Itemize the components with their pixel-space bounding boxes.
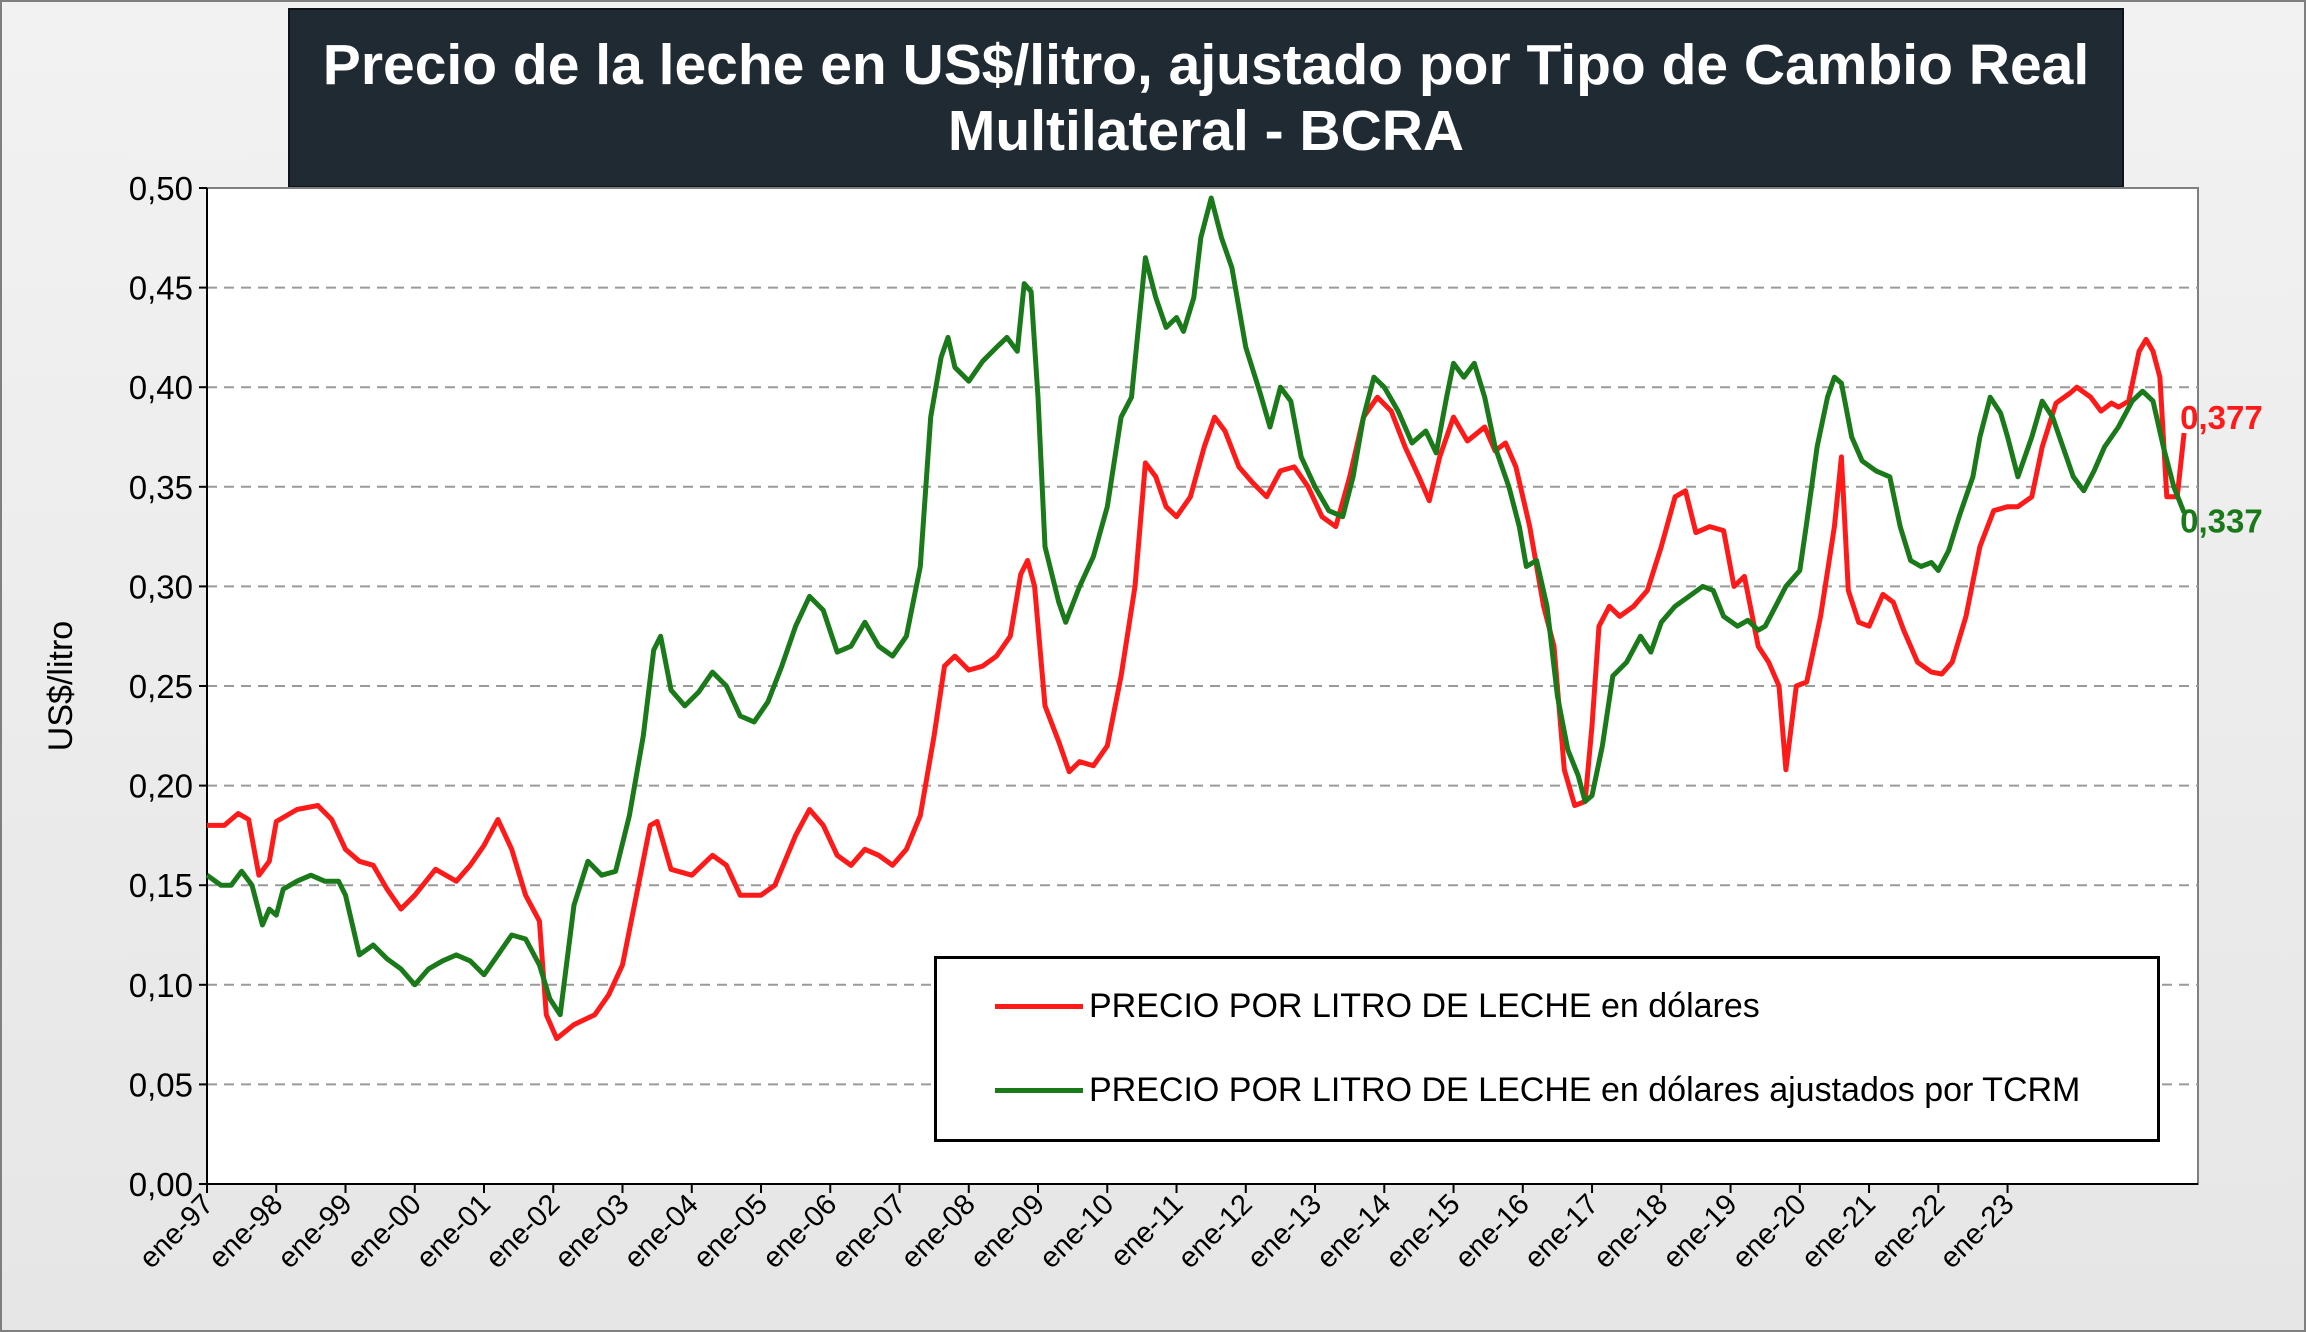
y-tick-label: 0,40	[129, 369, 193, 406]
x-tick-label: ene-22	[1865, 1188, 1951, 1274]
legend-swatch-ajustado	[995, 1088, 1083, 1093]
series-end-label-ajustado: 0,337	[2180, 503, 2263, 540]
x-tick-label: ene-17	[1519, 1188, 1605, 1274]
x-tick-label: ene-99	[272, 1188, 358, 1274]
y-tick-label: 0,05	[129, 1066, 193, 1103]
x-tick-label: ene-20	[1726, 1188, 1812, 1274]
series-line-ajustado	[205, 195, 2187, 1018]
legend-label-ajustado: PRECIO POR LITRO DE LECHE en dólares aju…	[1089, 1071, 2081, 1109]
x-tick-label: ene-03	[549, 1188, 635, 1274]
y-tick-label: 0,15	[129, 867, 193, 904]
legend-item-ajustado: PRECIO POR LITRO DE LECHE en dólares aju…	[995, 1071, 2080, 1110]
y-tick-label: 0,00	[129, 1166, 193, 1203]
x-tick-label: ene-00	[341, 1188, 427, 1274]
x-tick-label: ene-23	[1934, 1188, 2020, 1274]
x-tick-label: ene-12	[1172, 1188, 1258, 1274]
y-axis-label: US$/litro	[42, 621, 80, 751]
x-tick-label: ene-04	[618, 1188, 704, 1274]
y-tick-label: 0,25	[129, 668, 193, 705]
y-tick-label: 0,30	[129, 568, 193, 605]
series-group	[205, 195, 2187, 1042]
chart-title-line-1: Precio de la leche en US$/litro, ajustad…	[322, 33, 2090, 97]
y-tick-label: 0,35	[129, 469, 193, 506]
legend-label-precio: PRECIO POR LITRO DE LECHE en dólares	[1089, 987, 1760, 1025]
x-tick-label: ene-09	[964, 1188, 1050, 1274]
legend: PRECIO POR LITRO DE LECHE en dólares PRE…	[934, 956, 2160, 1142]
x-tick-label: ene-16	[1449, 1188, 1535, 1274]
y-tick-label: 0,10	[129, 967, 193, 1004]
x-tick-label: ene-98	[203, 1188, 289, 1274]
x-tick-label: ene-01	[410, 1188, 496, 1274]
chart-title-line-2: Multilateral - BCRA	[947, 99, 1465, 163]
legend-item-precio: PRECIO POR LITRO DE LECHE en dólares	[995, 987, 1760, 1026]
x-tick-label: ene-02	[480, 1188, 566, 1274]
legend-swatch-precio	[995, 1004, 1083, 1009]
series-end-label-precio: 0,377	[2180, 399, 2263, 436]
y-axis-ticks: 0,00 0,05 0,10 0,15 0,20 0,25 0,30 0,35 0,40 0,45…	[129, 170, 207, 1203]
x-tick-label: ene-10	[1034, 1188, 1120, 1274]
x-tick-label: ene-13	[1241, 1188, 1327, 1274]
y-tick-label: 0,50	[129, 170, 193, 207]
x-tick-label: ene-21	[1796, 1188, 1882, 1274]
x-axis-ticks: ene-97ene-98ene-99ene-00ene-01ene-02ene-…	[133, 1184, 2021, 1275]
x-tick-label: ene-15	[1380, 1188, 1466, 1274]
x-tick-label: ene-14	[1311, 1188, 1397, 1274]
x-tick-label: ene-19	[1657, 1188, 1743, 1274]
y-tick-label: 0,20	[129, 768, 193, 805]
y-tick-label: 0,45	[129, 270, 193, 307]
x-tick-label: ene-06	[757, 1188, 843, 1274]
chart-title-box: Precio de la leche en US$/litro, ajustad…	[288, 8, 2124, 188]
x-tick-label: ene-05	[687, 1188, 773, 1274]
x-tick-label: ene-11	[1105, 1188, 1190, 1273]
x-tick-label: ene-07	[826, 1188, 912, 1274]
x-tick-label: ene-18	[1588, 1188, 1674, 1274]
series-line-precio	[207, 336, 2187, 1042]
x-tick-label: ene-08	[895, 1188, 981, 1274]
